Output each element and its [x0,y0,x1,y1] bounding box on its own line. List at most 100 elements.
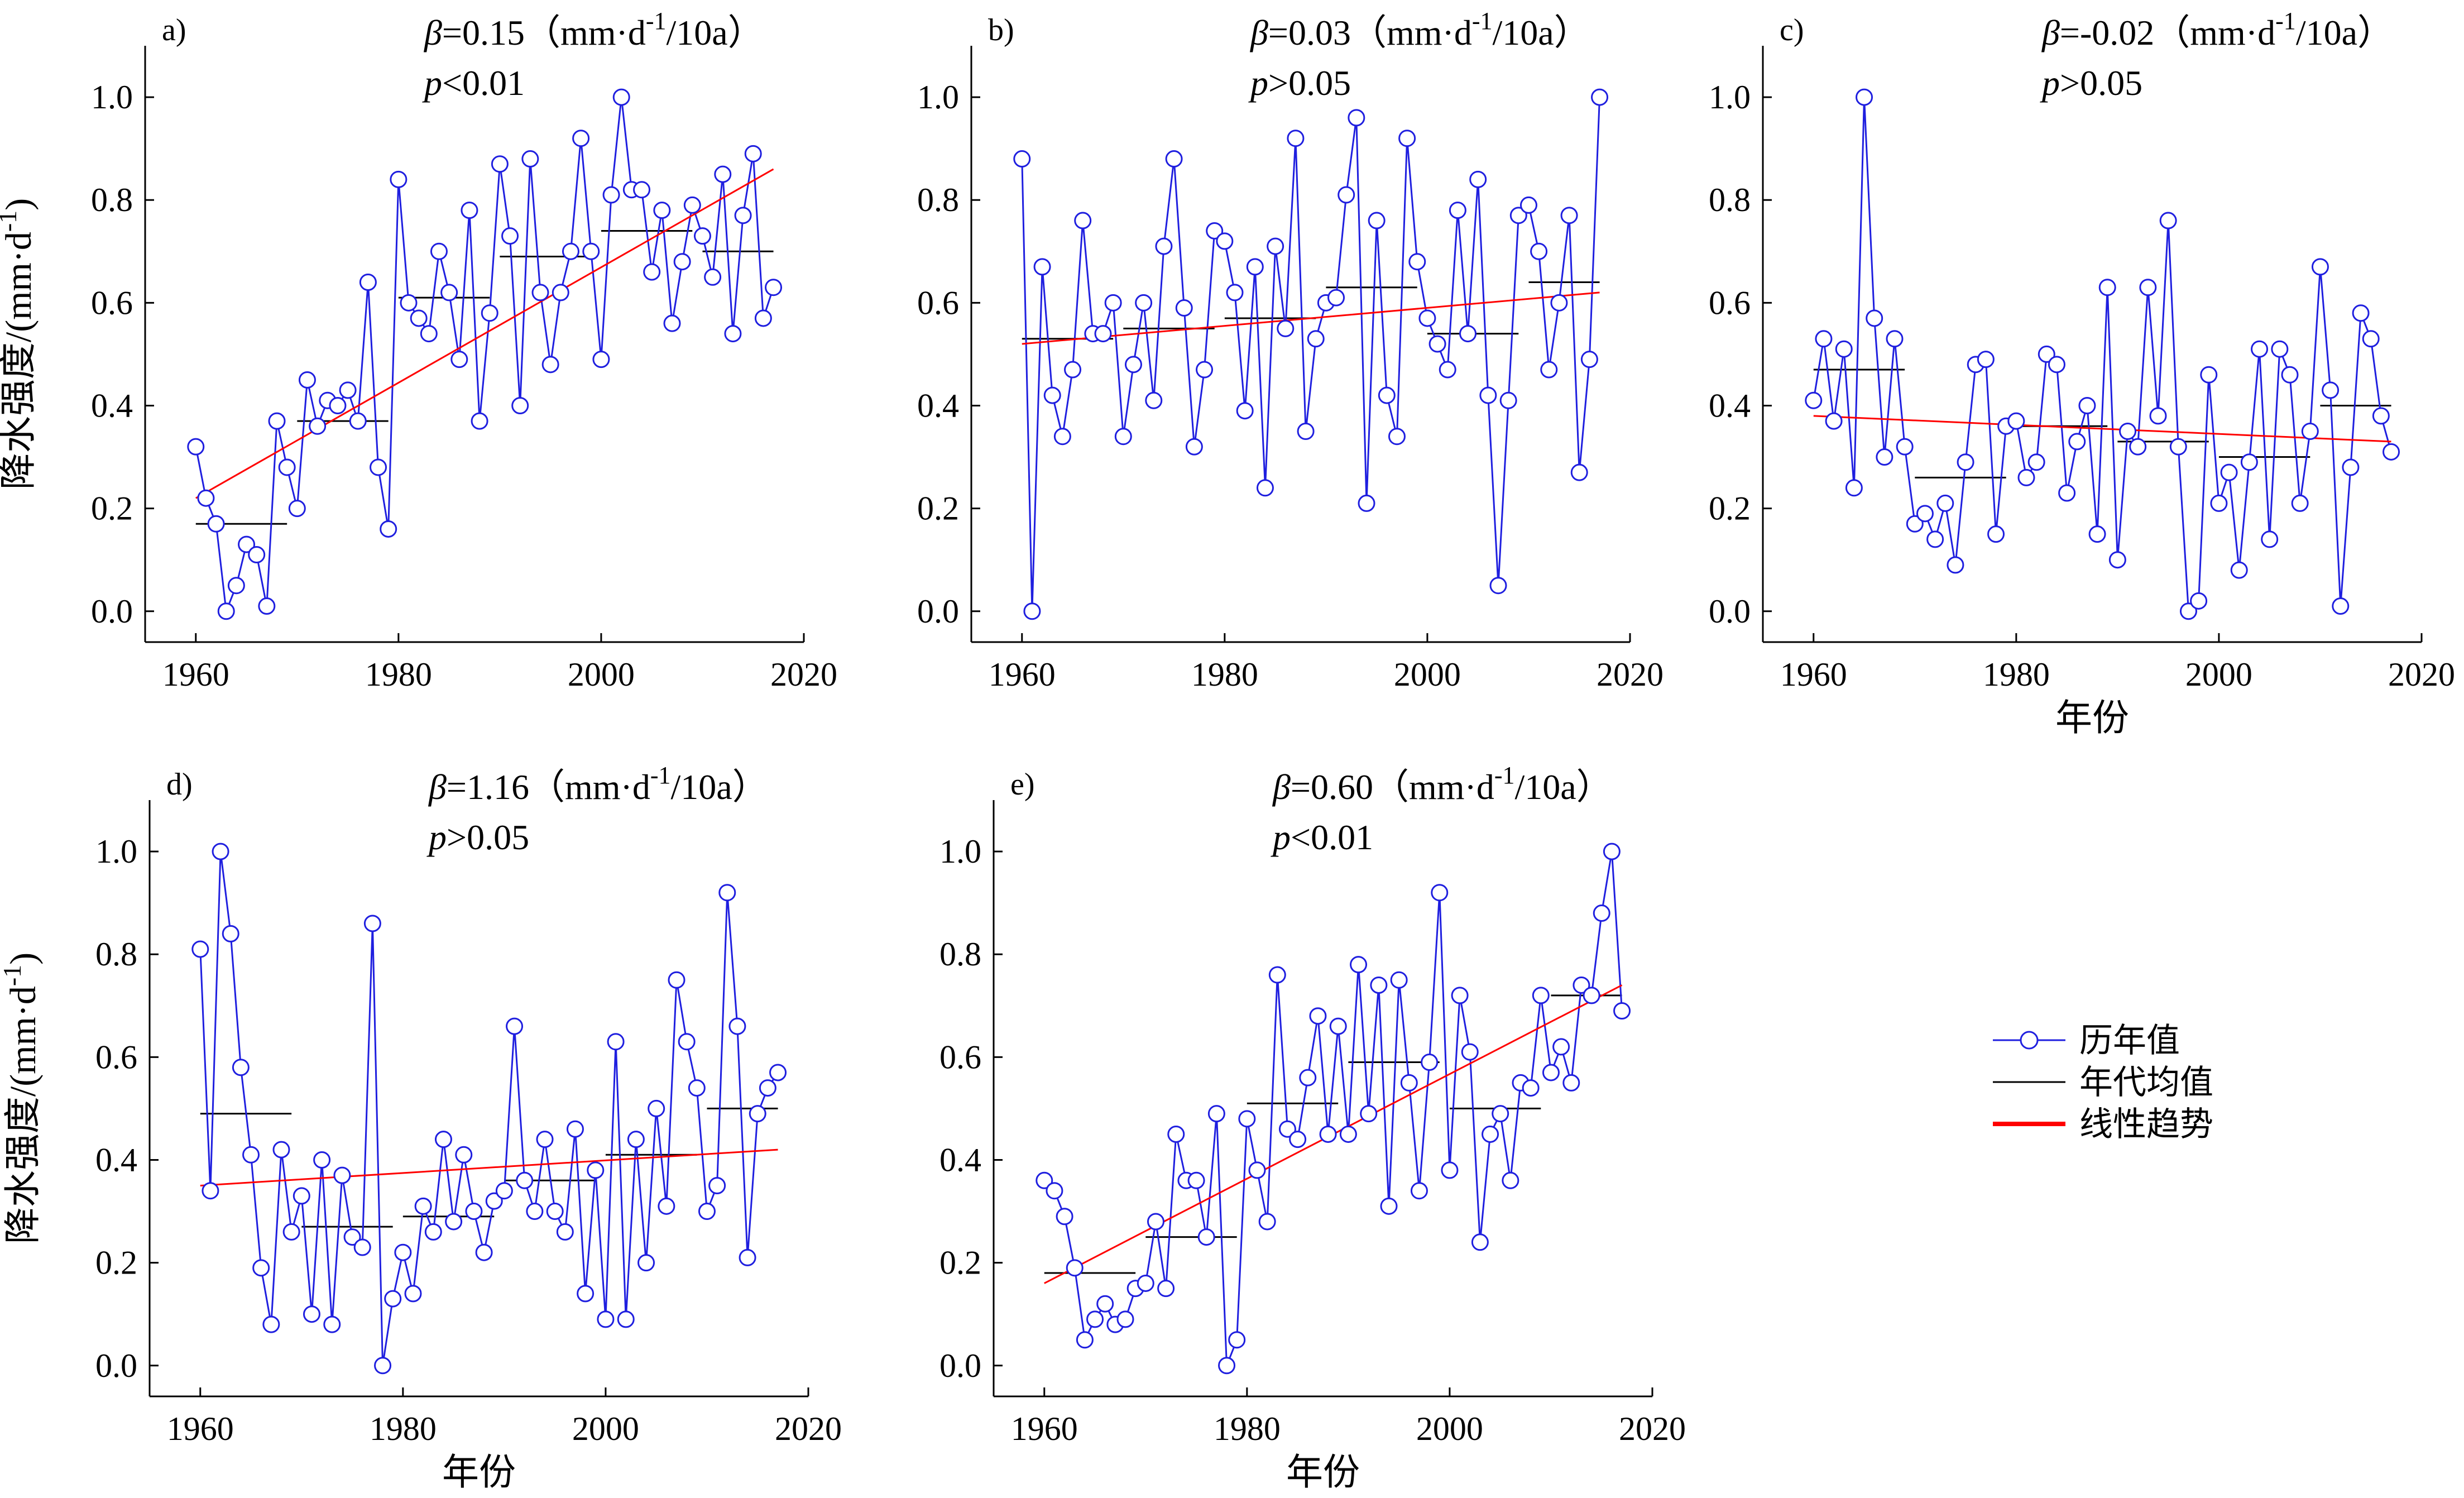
y-tick-label: 0.6 [91,284,133,321]
data-point [217,602,235,620]
data-point [749,1105,766,1123]
trend-line [1022,291,1600,345]
data-point [1825,412,1843,430]
data-point [1023,602,1041,620]
data-point [2291,494,2309,512]
x-tick-label: 2020 [2388,656,2455,693]
chart-panels: 0.0 0.2 0.4 0.6 0.8 1.0 1960 1980 2000 2020 a) β=0.… [0,7,2455,1493]
panel-b: 0.0 0.2 0.4 0.6 0.8 1.0 1960 1980 2000 2020 b) β=0.… [917,7,1664,693]
data-point [1522,1079,1540,1097]
panel-e: 0.0 0.2 0.4 0.6 0.8 1.0 1960 1980 2000 2020 e) β=0.… [939,762,1686,1493]
data-point [1206,222,1224,240]
data-point [1835,340,1853,358]
data-point [718,884,736,902]
series-line-annual [195,97,774,612]
data-point [475,1243,493,1261]
data-point [272,1141,290,1159]
data-point [1053,428,1071,446]
data-point [1499,391,1517,409]
series-line-annual [1021,97,1600,611]
data-point [282,1223,300,1241]
data-point [404,1285,422,1303]
data-point [1033,258,1051,276]
x-tick-label: 1960 [1011,1410,1078,1447]
legend-label-annual: 历年值 [2079,1022,2180,1059]
y-tick-label: 0.8 [1709,181,1751,218]
data-point [2210,494,2228,512]
data-point [506,1017,524,1035]
x-tick-label: 2020 [770,656,837,693]
data-point [1400,1074,1418,1092]
data-point [1542,1064,1560,1081]
data-point [1278,1120,1296,1138]
data-point [333,1166,351,1184]
data-point [1421,1054,1439,1071]
data-point [1074,212,1092,229]
data-point [2058,484,2076,502]
data-point [1258,1213,1276,1231]
x-tick-label: 1980 [365,656,432,693]
data-point [410,309,428,327]
data-point [465,1203,483,1221]
legend-item-decade: 年代均值 [1993,1064,2213,1101]
data-point [232,1059,250,1076]
data-point [491,155,509,173]
data-point [1987,525,2005,543]
p-annotation: p>0.05 [426,817,529,857]
panel-label: e) [1010,767,1035,802]
data-point [2139,279,2157,296]
beta-annotation: β=0.03（mm·d-1/10a） [1249,7,1590,52]
data-point [2311,258,2329,276]
data-point [1815,330,1833,348]
data-point [353,1238,371,1256]
data-point [1408,253,1426,271]
data-point [323,1315,341,1333]
data-point [390,170,408,188]
data-point [1866,309,1883,327]
x-tick-label: 2020 [775,1410,842,1447]
data-point [1479,386,1497,404]
beta-annotation: β=1.16（mm·d-1/10a） [428,762,768,807]
data-point [1297,423,1315,441]
data-point [1137,1274,1154,1292]
beta-annotation: β=0.15（mm·d-1/10a） [423,7,764,52]
data-point [1530,242,1548,260]
y-axis-title: 降水强度/(mm·d-1) [0,198,39,490]
data-point [1461,1043,1479,1061]
data-point [1043,386,1061,404]
y-tick-label: 1.0 [917,79,959,116]
data-point [1552,1038,1570,1056]
data-point [1560,207,1578,224]
data-point [1540,361,1558,379]
data-point [2190,592,2208,610]
x-tick-label: 1980 [370,1410,437,1447]
data-point [739,1248,756,1266]
y-tick-label: 0.4 [1709,387,1751,424]
data-point [339,381,357,399]
data-point [724,325,742,343]
x-tick-label: 2020 [1597,656,1664,693]
data-point [1492,1105,1509,1123]
data-point [541,356,559,374]
x-tick-label: 2000 [568,656,635,693]
data-point [592,351,610,368]
data-point [495,1182,513,1200]
data-point [1196,361,1214,379]
data-point [1013,150,1031,168]
data-point [637,1254,655,1272]
data-point [1360,1105,1378,1123]
x-tick-label: 2020 [1619,1410,1686,1447]
data-point [481,304,498,322]
data-point [248,545,266,563]
data-point [526,1203,544,1221]
data-point [1339,1125,1357,1143]
y-tick-label: 0.4 [95,1141,137,1178]
data-point [648,1099,665,1117]
y-tick-label: 0.8 [939,936,981,973]
data-point [2200,366,2218,384]
legend-label-decade: 年代均值 [2079,1064,2213,1101]
x-tick-label: 1980 [1191,656,1258,693]
data-point [450,351,468,368]
data-point [303,1305,320,1323]
data-point [643,263,661,281]
